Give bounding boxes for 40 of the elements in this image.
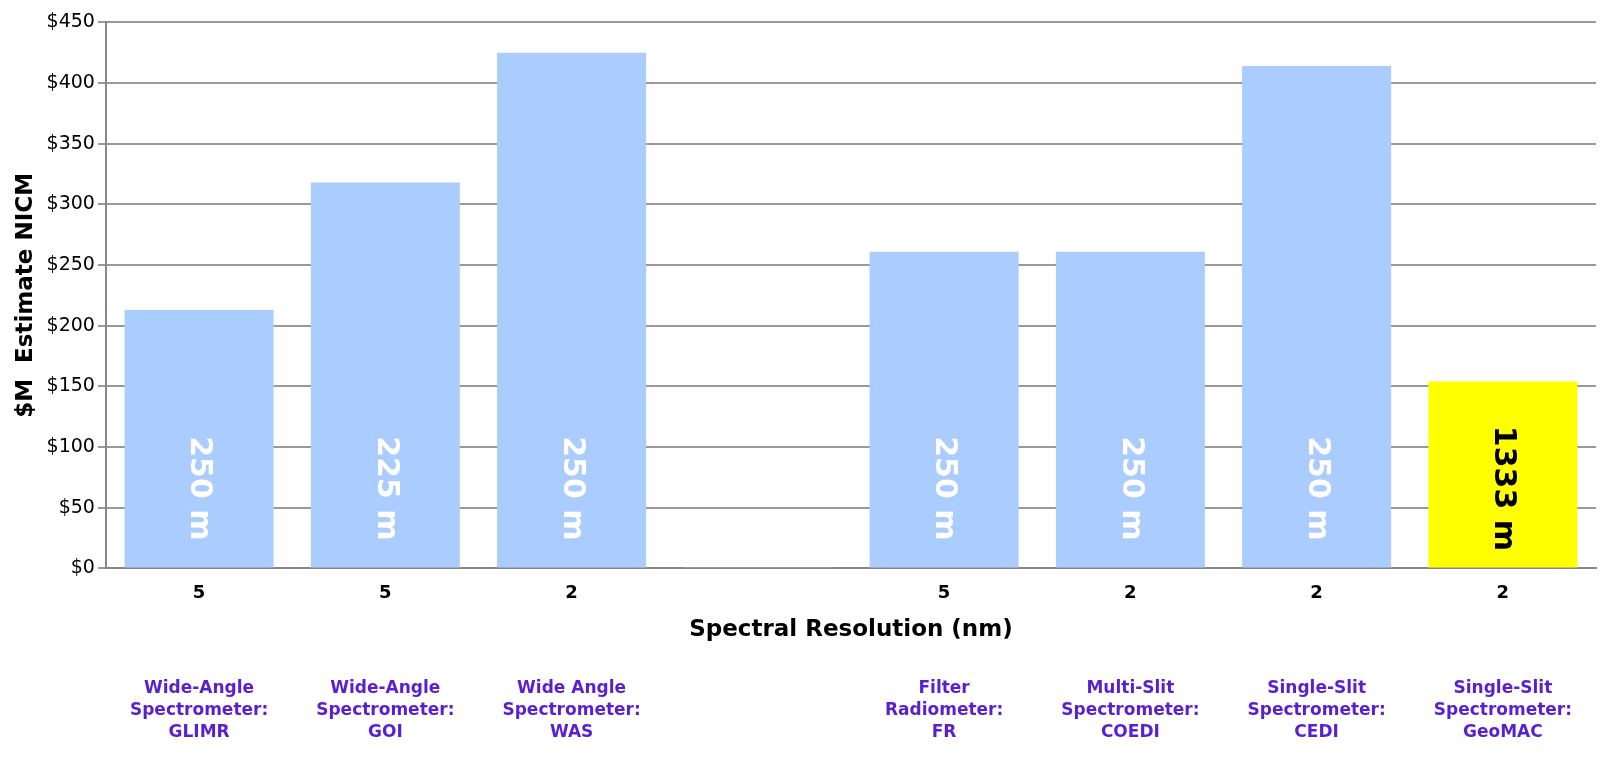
- x-axis-title: Spectral Resolution (nm): [689, 615, 1013, 642]
- annotation: 250 m: [1301, 436, 1337, 541]
- text: 5: [379, 581, 392, 603]
- text: 2: [565, 581, 578, 603]
- y-tick-label: $350: [46, 130, 95, 153]
- annotation: 225 m: [370, 436, 406, 541]
- y-tick-label: $100: [46, 434, 95, 456]
- text: 2: [1496, 581, 1510, 603]
- x-tick-label: Filter Radiometer: FR: [884, 677, 1004, 742]
- annotation: 250 m: [184, 436, 220, 541]
- x-tick-label: Wide Angle Spectrometer: WAS: [502, 677, 641, 742]
- bar: [1428, 381, 1578, 568]
- bar: [1055, 251, 1205, 568]
- y-tick-label: $300: [46, 191, 95, 214]
- annotation: 250 m: [556, 436, 592, 541]
- y-tick-label: $200: [46, 312, 95, 335]
- bar: [310, 182, 460, 568]
- y-tick-label: $50: [58, 494, 95, 517]
- x-tick-label: Single-Slit Spectrometer: GeoMAC: [1433, 677, 1573, 742]
- x-tick-label: Wide-Angle Spectrometer: GLIMR: [129, 677, 269, 742]
- bar: [1242, 66, 1392, 568]
- x-tick-label: Multi-Slit Spectrometer: COEDI: [1061, 677, 1200, 742]
- y-tick-label: $400: [46, 70, 95, 92]
- bar: [869, 251, 1019, 568]
- y-tick-label: $150: [46, 373, 95, 396]
- y-tick-label: $250: [46, 252, 95, 274]
- annotation: 1333 m: [1488, 425, 1524, 551]
- annotation: 250 m: [1115, 436, 1151, 541]
- text: 2: [1124, 581, 1137, 603]
- y-tick-label: $450: [46, 9, 95, 32]
- x-tick-label: Single-Slit Spectrometer: CEDI: [1247, 677, 1386, 742]
- y-tick-label: $0: [70, 555, 95, 578]
- bar: [124, 309, 274, 568]
- text: 2: [1310, 581, 1323, 603]
- bar: [497, 52, 647, 568]
- text: 5: [937, 581, 951, 603]
- y-axis-title: $M Estimate NICM: [10, 172, 37, 418]
- annotation: 250 m: [929, 436, 965, 541]
- text: 5: [192, 581, 206, 603]
- x-tick-label: Wide-Angle Spectrometer: GOI: [316, 677, 455, 742]
